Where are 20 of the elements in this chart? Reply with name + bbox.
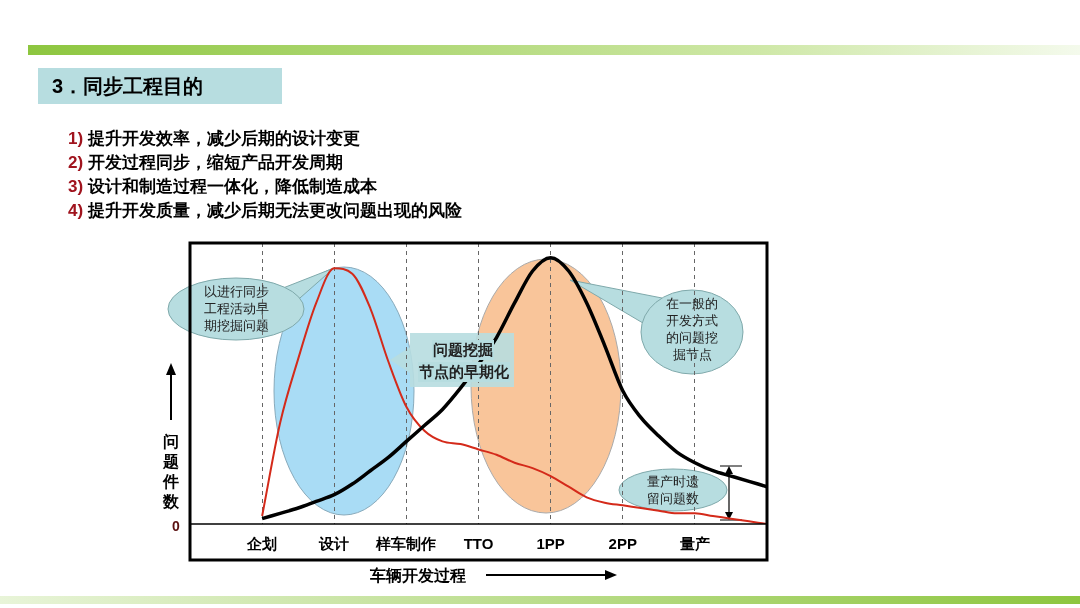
chart-title: 3．同步工程目的 bbox=[38, 68, 282, 104]
x-tick-label: 1PP bbox=[536, 535, 565, 553]
x-axis-title: 车辆开发过程 bbox=[370, 566, 466, 586]
text: 2) 开发过程同步，缩短产品开发周期 bbox=[68, 152, 343, 174]
x-tick-label: TTO bbox=[463, 535, 494, 553]
annotation: 节点的早期化 bbox=[418, 362, 510, 382]
annotation: 问题挖掘 bbox=[432, 340, 494, 360]
text: 4) 提升开发质量，减少后期无法更改问题出现的风险 bbox=[68, 200, 462, 222]
x-tick-label: 量产 bbox=[678, 535, 710, 553]
x-tick-label: 样车制作 bbox=[375, 535, 437, 553]
text: 0 bbox=[172, 518, 180, 534]
text: 3) 设计和制造过程一体化，降低制造成本 bbox=[68, 176, 377, 198]
x-tick-label: 设计 bbox=[318, 535, 350, 553]
x-tick-label: 企划 bbox=[246, 535, 278, 553]
y-axis-title: 问题件数 bbox=[161, 432, 180, 512]
annotation: 在一般的开发方式的问题挖掘节点 bbox=[665, 295, 719, 363]
text: 1) 提升开发效率，减少后期的设计变更 bbox=[68, 128, 360, 150]
annotation: 以进行同步工程活动早期挖掘问题 bbox=[203, 283, 270, 334]
x-tick-label: 2PP bbox=[608, 535, 637, 553]
annotation: 量产时遗留问题数 bbox=[646, 473, 700, 507]
